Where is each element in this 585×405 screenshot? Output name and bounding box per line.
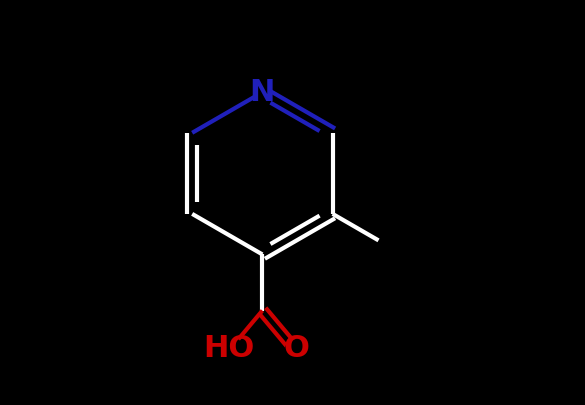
Text: HO: HO — [203, 334, 254, 363]
Text: N: N — [250, 78, 275, 107]
Text: O: O — [283, 334, 309, 363]
Circle shape — [254, 85, 270, 100]
Circle shape — [218, 337, 242, 360]
Circle shape — [285, 340, 303, 358]
